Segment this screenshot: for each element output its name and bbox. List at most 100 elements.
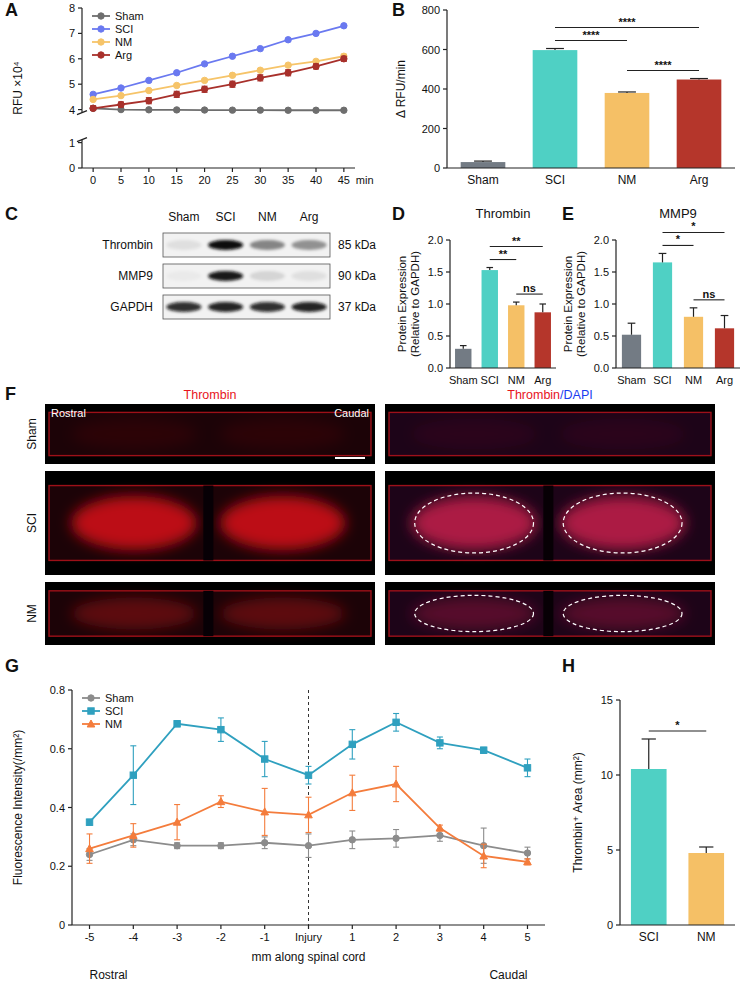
y-axis xyxy=(446,89,447,129)
bar xyxy=(455,349,471,368)
size-label: 85 kDa xyxy=(338,238,376,252)
legend-entry: SCI xyxy=(92,23,133,35)
marker xyxy=(305,811,313,818)
error-cap xyxy=(130,847,136,848)
x-tick-label: -4 xyxy=(128,931,138,943)
y-tick xyxy=(78,167,82,168)
injury-site xyxy=(543,591,553,636)
lane-label: SCI xyxy=(216,210,236,224)
y-tick-label: 1.0 xyxy=(428,298,443,310)
x-tick xyxy=(260,168,261,172)
marker xyxy=(201,107,207,113)
error-cap xyxy=(481,867,487,868)
x-tick-label: 30 xyxy=(254,174,266,186)
y-axis-label: Δ RFU/min xyxy=(394,60,408,118)
significance-label: ns xyxy=(703,288,716,300)
y-axis xyxy=(619,775,620,850)
error-cap xyxy=(262,741,268,742)
error-cap xyxy=(393,731,399,732)
marker xyxy=(480,747,486,753)
y-tick-label: 1.5 xyxy=(428,266,443,278)
legend-label: SCI xyxy=(105,705,123,717)
error-cap xyxy=(87,863,93,864)
y-tick-label: 400 xyxy=(422,83,440,95)
error-stem xyxy=(706,847,707,853)
spinal-cord xyxy=(389,591,711,636)
x-tick-label: -1 xyxy=(260,931,270,943)
y-tick-label: 0.4 xyxy=(50,802,65,814)
row-label: SCI xyxy=(25,513,39,533)
marker xyxy=(524,765,530,771)
error-bar xyxy=(460,346,467,349)
thrombin-signal xyxy=(411,597,536,630)
panel-label: G xyxy=(5,656,19,676)
marker xyxy=(257,67,263,73)
error-bar xyxy=(524,759,530,777)
marker xyxy=(437,740,443,746)
error-cap xyxy=(659,253,667,254)
marker xyxy=(257,45,263,51)
row-label: NM xyxy=(25,604,39,623)
thrombin-signal xyxy=(71,496,196,550)
error-cap xyxy=(306,833,312,834)
marker xyxy=(257,107,263,113)
y-axis xyxy=(619,850,620,925)
plot-area xyxy=(461,49,722,168)
x-tick xyxy=(89,925,90,929)
y-tick xyxy=(68,807,72,808)
bar xyxy=(677,80,722,168)
x-axis xyxy=(620,924,735,925)
error-cap xyxy=(393,801,399,802)
x-tick xyxy=(315,168,316,172)
y-axis xyxy=(71,866,72,925)
y-tick xyxy=(446,239,450,240)
protein-label: Thrombin xyxy=(102,238,153,252)
panel-label: H xyxy=(562,656,575,676)
legend-label: Sham xyxy=(105,692,134,704)
y-tick-label: 0.5 xyxy=(428,330,443,342)
x-tick-label: NM xyxy=(685,374,702,386)
marker xyxy=(313,107,319,113)
spinal-cord xyxy=(389,486,711,561)
significance-label: ns xyxy=(523,282,536,294)
x-tick-label: 25 xyxy=(226,174,238,186)
x-tick-label: 15 xyxy=(171,174,183,186)
marker xyxy=(218,726,224,732)
y-axis-label: Thrombin⁺ Area (mm²) xyxy=(571,752,585,872)
y-tick xyxy=(68,689,72,690)
y-tick xyxy=(616,849,620,850)
y-axis xyxy=(71,690,72,749)
y-axis-label: Protein Expression xyxy=(562,256,574,353)
error-cap xyxy=(130,823,136,824)
error-bar xyxy=(349,775,355,810)
error-bar xyxy=(393,830,399,848)
micrograph xyxy=(385,582,715,645)
y-tick xyxy=(78,58,82,59)
error-bar xyxy=(546,49,564,51)
legend-entry: SCI xyxy=(82,705,123,717)
marker xyxy=(436,824,444,831)
blot-band xyxy=(166,271,201,281)
error-cap xyxy=(174,839,180,840)
size-label: 37 kDa xyxy=(338,300,376,314)
error-bar xyxy=(349,730,355,759)
error-bar xyxy=(285,70,291,76)
y-axis-label: (Relative to GAPDH) xyxy=(575,251,587,357)
legend-marker xyxy=(88,708,94,714)
marker xyxy=(341,56,347,62)
y-tick-label: 5 xyxy=(607,844,613,856)
series-line xyxy=(93,59,344,109)
y-axis xyxy=(449,272,450,304)
orientation-label: Caudal xyxy=(334,407,369,419)
y-axis-label: (Relative to GAPDH) xyxy=(409,251,421,357)
bar xyxy=(535,312,551,368)
error-stem xyxy=(662,253,663,262)
y-tick-label: 1.0 xyxy=(594,298,609,310)
error-cap xyxy=(699,846,713,847)
error-bar xyxy=(699,847,713,853)
marker xyxy=(174,82,180,88)
y-tick xyxy=(68,924,72,925)
marker xyxy=(524,858,532,865)
y-axis xyxy=(615,336,616,368)
significance-label: * xyxy=(676,233,681,245)
